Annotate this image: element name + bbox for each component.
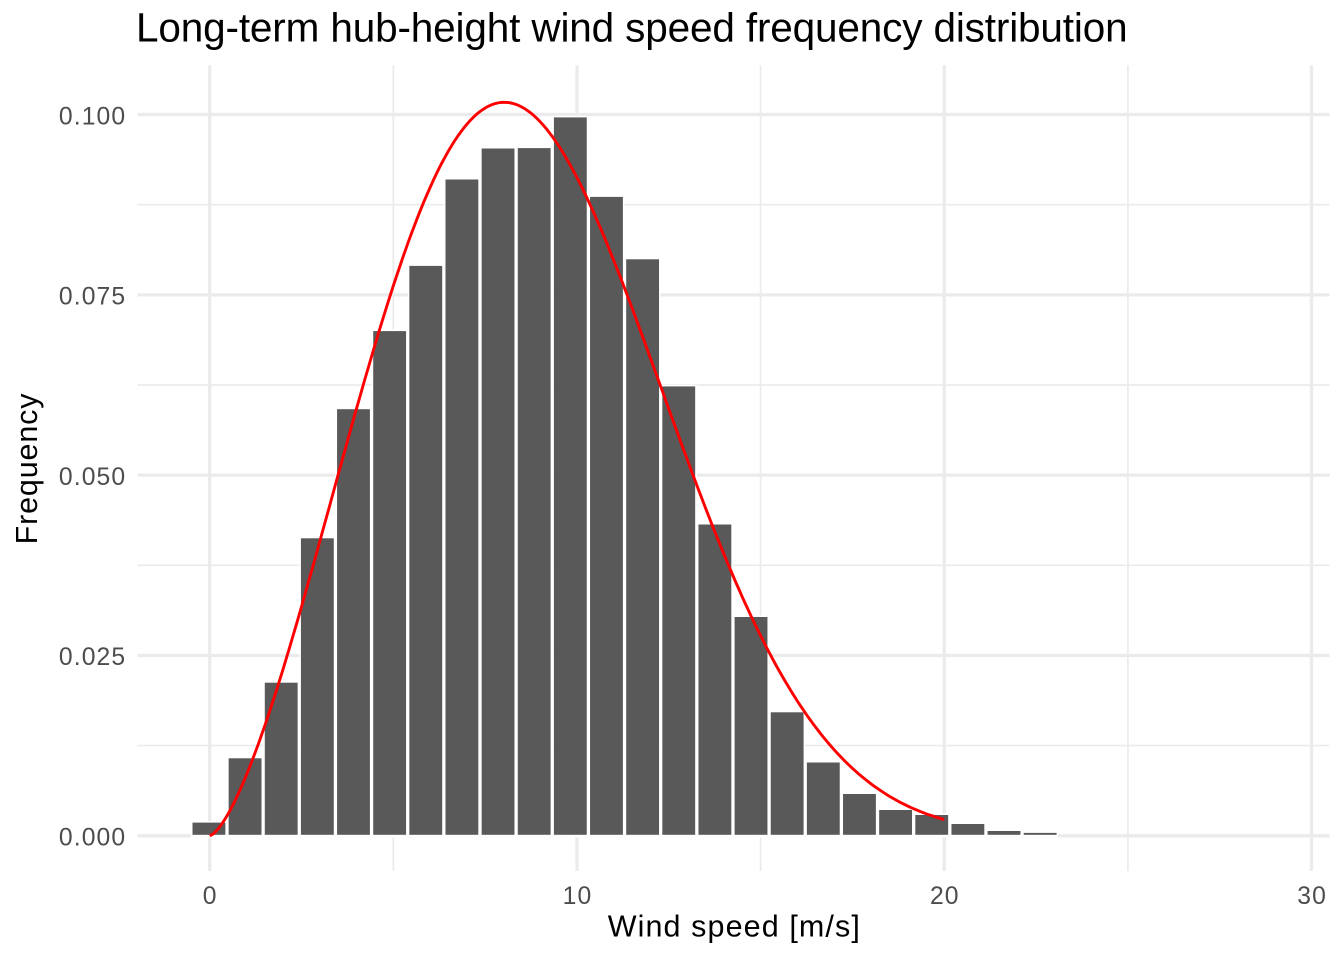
svg-text:20: 20	[930, 883, 960, 910]
svg-text:0.025: 0.025	[59, 644, 126, 671]
svg-text:0.000: 0.000	[59, 825, 126, 852]
svg-text:Long-term hub-height wind spee: Long-term hub-height wind speed frequenc…	[136, 5, 1128, 51]
svg-text:Frequency: Frequency	[10, 393, 44, 545]
svg-text:30: 30	[1297, 883, 1327, 910]
svg-text:Wind speed [m/s]: Wind speed [m/s]	[608, 909, 861, 943]
svg-text:0.050: 0.050	[59, 464, 126, 491]
svg-text:10: 10	[563, 883, 593, 910]
svg-text:0.100: 0.100	[59, 103, 126, 130]
svg-text:0.075: 0.075	[59, 284, 126, 311]
svg-text:0: 0	[203, 883, 218, 910]
